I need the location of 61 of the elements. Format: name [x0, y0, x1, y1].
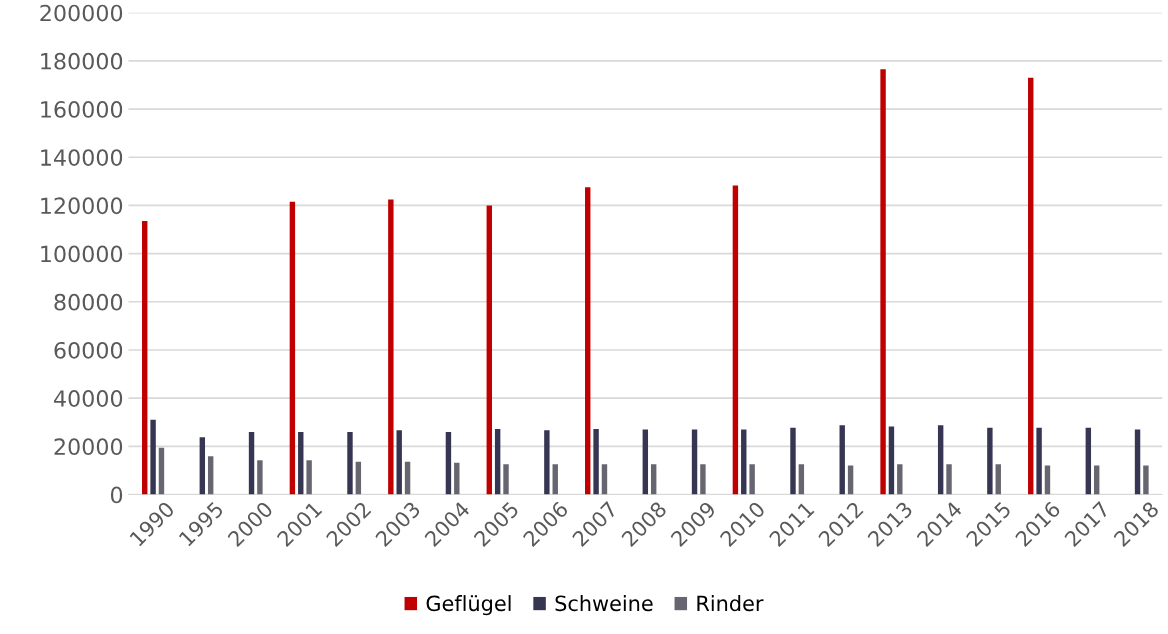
bar	[749, 464, 755, 495]
y-tick-label: 160000	[41, 101, 123, 118]
y-tick-label: 20000	[54, 438, 123, 456]
bar	[248, 431, 255, 495]
bar	[1036, 427, 1042, 495]
bar	[1028, 77, 1034, 495]
y-tick-label: 100000	[41, 245, 123, 263]
bar	[306, 460, 312, 495]
bar	[494, 428, 501, 495]
bar	[593, 428, 599, 495]
bar	[897, 464, 903, 495]
bar	[642, 429, 649, 495]
bar	[1143, 465, 1149, 495]
bar	[289, 201, 296, 495]
y-tick-label: 0	[110, 486, 123, 504]
bar	[257, 460, 263, 495]
bar	[454, 462, 460, 495]
bar	[650, 464, 657, 495]
bar	[1085, 427, 1092, 495]
legend-label: Schweine	[555, 595, 653, 612]
bar	[503, 464, 509, 495]
bar	[298, 431, 304, 495]
bar	[150, 419, 156, 495]
y-tick-label: 180000	[41, 52, 123, 70]
bar	[404, 461, 411, 495]
bar	[486, 205, 492, 495]
bar	[798, 464, 805, 495]
bar	[790, 427, 796, 495]
y-tick-label: 60000	[54, 341, 123, 359]
bar	[741, 429, 747, 495]
bar	[544, 430, 550, 495]
bar	[732, 185, 739, 495]
bar	[987, 427, 993, 495]
bar	[700, 464, 706, 495]
y-tick-label: 200000	[40, 4, 123, 22]
bar	[1134, 429, 1141, 495]
bar	[142, 221, 148, 495]
bar	[880, 69, 886, 495]
bar	[585, 187, 591, 495]
y-tick-label: 80000	[54, 293, 123, 311]
bar	[691, 429, 698, 495]
y-tick-label: 120000	[41, 197, 123, 215]
bar	[888, 426, 895, 495]
bar	[445, 431, 452, 495]
bar	[937, 425, 944, 495]
bar	[946, 464, 952, 495]
bar	[396, 430, 402, 495]
legend-label: Rinder	[697, 595, 764, 612]
bar	[347, 431, 353, 495]
y-tick-label: 140000	[41, 149, 123, 166]
bar	[158, 447, 165, 495]
y-tick-label: 40000	[54, 390, 123, 407]
bar	[995, 464, 1001, 495]
bar	[839, 425, 845, 495]
bar	[355, 461, 362, 495]
legend-label: Geflügel	[426, 595, 511, 616]
bar	[552, 464, 558, 495]
bar	[388, 199, 394, 495]
bar	[601, 464, 608, 495]
bar	[199, 437, 206, 495]
bar	[207, 456, 214, 495]
